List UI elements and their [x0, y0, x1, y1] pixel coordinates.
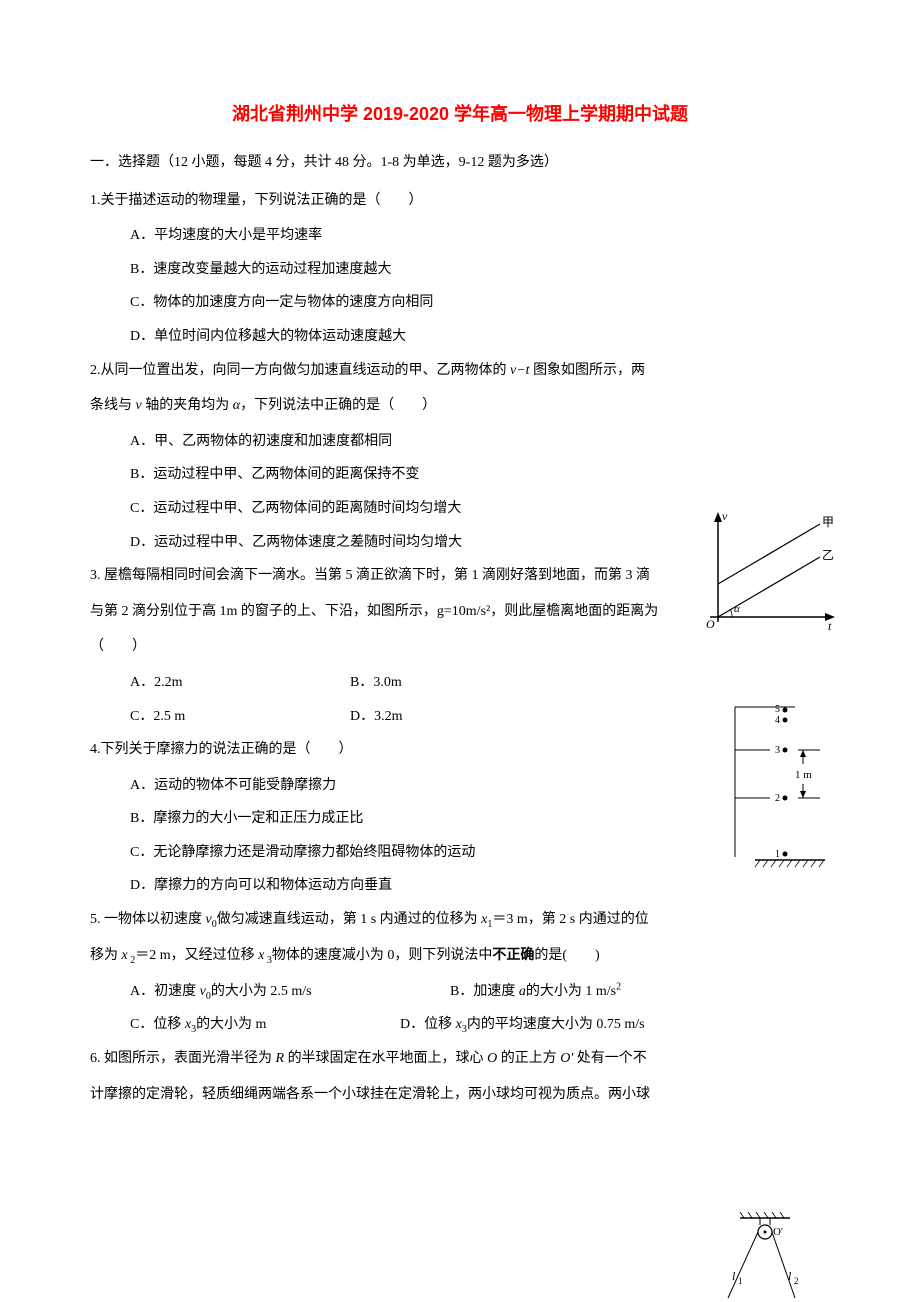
- q5-s2a: 移为: [90, 948, 122, 963]
- q2-alpha: α: [233, 398, 240, 413]
- q6-O: O: [487, 1051, 501, 1066]
- q5-s2d: 的是( ): [534, 948, 599, 963]
- q5-b-b: 的大小为 1 m/s: [526, 984, 616, 999]
- q6-s1a: 6. 如图所示，表面光滑半径为: [90, 1051, 276, 1066]
- q5-bold: 不正确: [492, 948, 534, 963]
- vt-line2-label: 乙: [822, 548, 834, 562]
- q5-a-a: A．初速度: [130, 984, 200, 999]
- q3-figure: 5 4 3 2 1 1 m: [695, 702, 830, 874]
- q2-stem2c: ，下列说法中正确的是（ ）: [240, 398, 436, 413]
- q5-d-a: D．位移: [400, 1017, 456, 1032]
- q6-stem2: 计摩擦的定滑轮，轻质细绳两端各系一个小球挂在定滑轮上，两小球均可视为质点。两小球: [90, 1078, 830, 1112]
- q5-s1b: 做匀减速直线运动，第 1 s 内通过的位移为: [217, 912, 481, 927]
- q1-stem: 1.关于描述运动的物理量，下列说法正确的是（ ）: [90, 184, 830, 218]
- q3-opt-b: B．3.0m: [350, 666, 530, 700]
- drop2-label: 2: [775, 793, 780, 804]
- q3-opt-a: A．2.2m: [130, 666, 310, 700]
- q2-stem: 2.从同一位置出发，向同一方向做匀加速直线运动的甲、乙两物体的 v−t 图象如图…: [90, 354, 830, 388]
- q1-opt-c: C．物体的加速度方向一定与物体的速度方向相同: [130, 286, 830, 320]
- q2-opt-a: A．甲、乙两物体的初速度和加速度都相同: [130, 425, 680, 459]
- gap-label: 1 m: [795, 769, 812, 781]
- q6-figure: O' l 1 l 2: [710, 1210, 820, 1300]
- l1-sub: 1: [738, 1276, 743, 1286]
- q5-stem1: 5. 一物体以初速度 v0做匀减速直线运动，第 1 s 内通过的位移为 x1＝3…: [90, 903, 830, 937]
- q2-stem2b: 轴的夹角均为: [142, 398, 233, 413]
- q2-opt-b: B．运动过程中甲、乙两物体间的距离保持不变: [130, 458, 680, 492]
- q2-stem1a: 2.从同一位置出发，向同一方向做匀加速直线运动的甲、乙两物体的: [90, 363, 510, 378]
- q1-opt-a: A．平均速度的大小是平均速率: [130, 219, 830, 253]
- q5-s2c: 物体的速度减小为 0，则下列说法中: [272, 948, 493, 963]
- q6-s1c: 的正上方: [501, 1051, 561, 1066]
- q6-s1d: 处有一个不: [573, 1051, 647, 1066]
- q5b-sup: 2: [616, 981, 621, 992]
- q5-opt-c: C．位移 x3的大小为 m: [130, 1008, 360, 1042]
- q5-s1c: ＝3 m，第 2 s 内通过的位: [492, 912, 648, 927]
- q5-b-a: B．加速度: [450, 984, 519, 999]
- q5-opt-b: B．加速度 a的大小为 1 m/s2: [450, 975, 621, 1009]
- q5-c-a: C．位移: [130, 1017, 185, 1032]
- q2-figure: v t O α 甲 乙: [700, 512, 840, 632]
- q5-a-b: 的大小为 2.5 m/s: [211, 984, 312, 999]
- q5-s2b: ＝2 m，又经过位移: [135, 948, 258, 963]
- q1-opt-d: D．单位时间内位移越大的物体运动速度越大: [130, 320, 830, 354]
- q2-opt-d: D．运动过程中甲、乙两物体速度之差随时间均匀增大: [130, 526, 680, 560]
- q5-c-b: 的大小为 m: [196, 1017, 266, 1032]
- vt-origin: O: [706, 617, 715, 631]
- q6-stem1: 6. 如图所示，表面光滑半径为 R 的半球固定在水平地面上，球心 O 的正上方 …: [90, 1042, 830, 1076]
- q6-Op: O': [560, 1051, 573, 1066]
- q2-vt: v−t: [510, 363, 530, 378]
- q5-opt-d: D．位移 x3内的平均速度大小为 0.75 m/s: [400, 1008, 645, 1042]
- q2-stem2a: 条线与: [90, 398, 136, 413]
- q5-s1a: 5. 一物体以初速度: [90, 912, 206, 927]
- drop4-label: 4: [775, 715, 780, 726]
- q5b-a: a: [519, 984, 526, 999]
- section1-header: 一．选择题（12 小题，每题 4 分，共计 48 分。1-8 为单选，9-12 …: [90, 146, 830, 180]
- vt-line1-label: 甲: [822, 515, 834, 529]
- q5-stem2: 移为 x 2＝2 m，又经过位移 x 3物体的速度减小为 0，则下列说法中不正确…: [90, 939, 830, 973]
- q3-opt-c: C．2.5 m: [130, 700, 310, 734]
- vt-angle: α: [734, 603, 740, 615]
- q5-x-sub3: 3: [264, 955, 272, 966]
- l2-sub: 2: [794, 1276, 799, 1286]
- q2-stem1b: 图象如图所示，两: [530, 363, 646, 378]
- q5-d-b: 内的平均速度大小为 0.75 m/s: [467, 1017, 645, 1032]
- pulley-label: O': [773, 1226, 783, 1238]
- q5-options: A．初速度 v0的大小为 2.5 m/s B．加速度 a的大小为 1 m/s2 …: [90, 975, 830, 1043]
- drop3-label: 3: [775, 745, 780, 756]
- drop5-label: 5: [775, 704, 780, 715]
- q1-opt-b: B．速度改变量越大的运动过程加速度越大: [130, 253, 830, 287]
- q6-s1b: 的半球固定在水平地面上，球心: [288, 1051, 488, 1066]
- q5-opt-a: A．初速度 v0的大小为 2.5 m/s: [130, 975, 410, 1009]
- q3-opt-d: D．3.2m: [350, 700, 530, 734]
- q2-opt-c: C．运动过程中甲、乙两物体间的距离随时间均匀增大: [130, 492, 680, 526]
- vt-x-label: t: [828, 619, 832, 632]
- l2-label: l: [788, 1269, 792, 1283]
- q4-opt-d: D．摩擦力的方向可以和物体运动方向垂直: [130, 869, 830, 903]
- drop1-label: 1: [775, 849, 780, 860]
- q6-R: R: [276, 1051, 288, 1066]
- exam-title: 湖北省荆州中学 2019-2020 学年高一物理上学期期中试题: [90, 100, 830, 126]
- q3-stem3: （ ）: [90, 630, 830, 664]
- vt-y-label: v: [722, 512, 728, 523]
- q1-options: A．平均速度的大小是平均速率 B．速度改变量越大的运动过程加速度越大 C．物体的…: [90, 219, 830, 353]
- q2-stem2: 条线与 v 轴的夹角均为 α，下列说法中正确的是（ ）: [90, 389, 830, 423]
